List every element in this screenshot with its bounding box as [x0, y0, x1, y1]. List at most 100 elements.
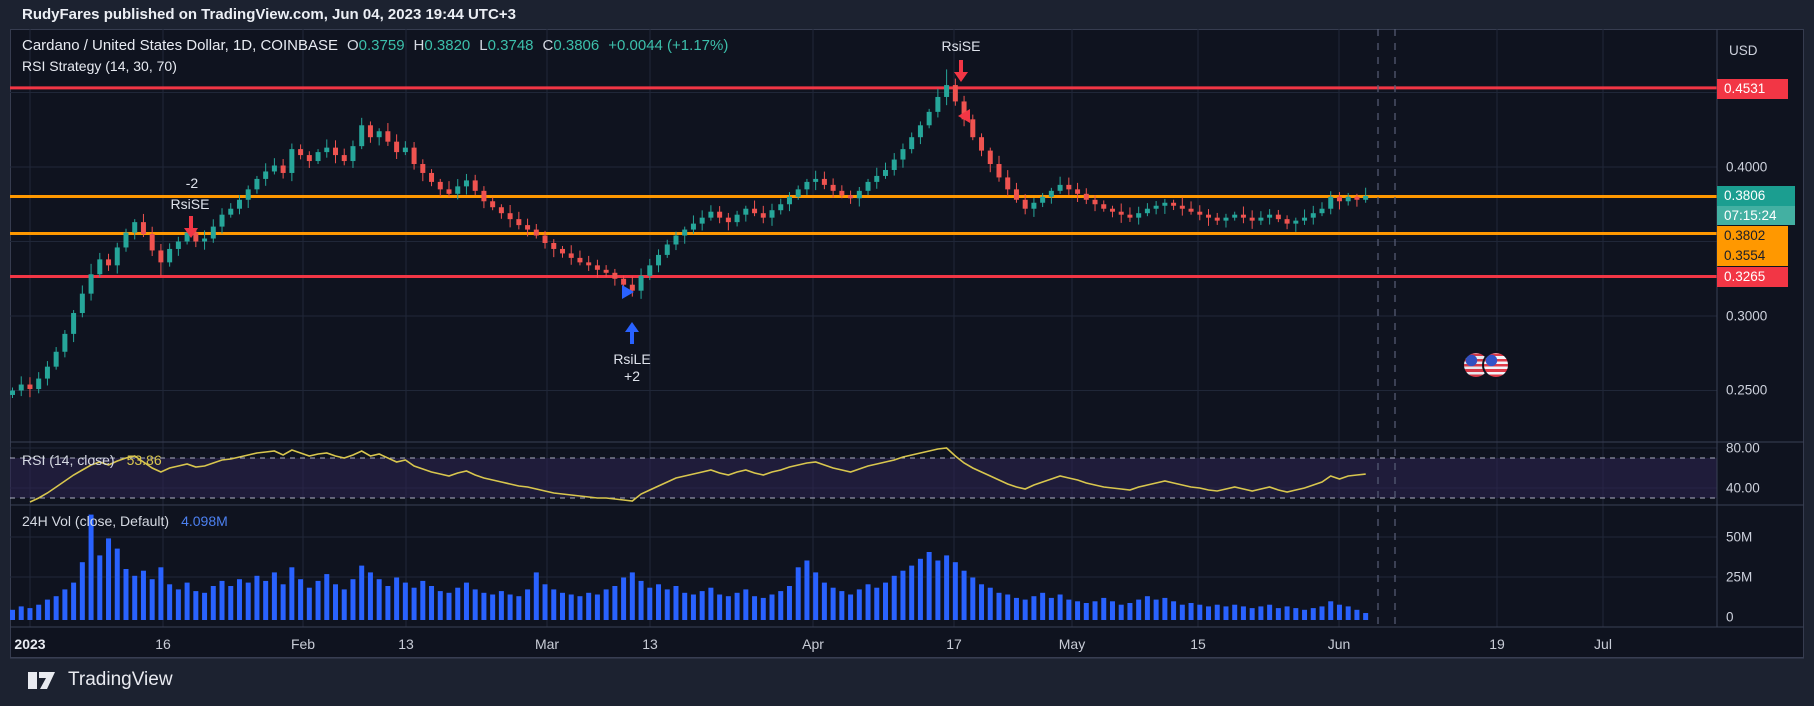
candle-body	[1363, 195, 1369, 200]
volume-bar	[1083, 603, 1089, 620]
volume-bar	[516, 596, 522, 620]
candle-body	[184, 232, 190, 242]
volume-legend[interactable]: 24H Vol (close, Default) 4.098M	[22, 513, 228, 529]
candle-body	[1075, 189, 1081, 194]
volume-bar	[917, 558, 923, 620]
volume-bar	[132, 575, 138, 620]
strategy-level-lines[interactable]	[10, 86, 1717, 279]
volume-bar	[79, 562, 85, 620]
volume-bar	[996, 592, 1002, 620]
candle-body	[1040, 196, 1046, 203]
currency-label[interactable]: USD	[1729, 43, 1758, 58]
volume-bar	[1354, 609, 1360, 620]
time-axis-label: 13	[642, 636, 658, 652]
candle-body	[481, 190, 487, 202]
volume-bar	[708, 587, 714, 620]
candle-body	[821, 178, 827, 185]
ohlc-close: C0.3806	[542, 37, 600, 54]
candle-body	[376, 131, 382, 138]
tradingview-logo-icon	[28, 672, 55, 689]
volume-bar	[935, 560, 941, 620]
candle-body	[1031, 202, 1037, 209]
bar-countdown: 07:15:24	[1717, 206, 1795, 225]
strategy-title[interactable]: RSI Strategy (14, 30, 70)	[22, 58, 177, 74]
volume-bar	[1092, 601, 1098, 620]
volume-bar	[883, 582, 888, 620]
price-change: +0.0044 (+1.17%)	[608, 37, 729, 54]
candle-body	[874, 175, 880, 182]
volume-bar	[289, 567, 295, 620]
candle-body	[542, 235, 548, 243]
volume-bar	[106, 538, 112, 620]
annotation-rsile: RsiLE	[613, 351, 651, 367]
volume-bar	[149, 579, 155, 620]
volume-bar	[472, 589, 478, 620]
volume-bar	[315, 580, 321, 620]
volume-bar	[1162, 597, 1168, 620]
candle-body	[202, 238, 208, 242]
volume-bar	[865, 584, 871, 620]
rsi-band	[10, 458, 1717, 498]
candle-body	[1101, 204, 1107, 209]
candle-body	[490, 201, 496, 208]
volume-bar	[629, 572, 635, 620]
volume-bar	[394, 577, 400, 620]
candle-body	[917, 125, 923, 138]
candle-body	[551, 242, 557, 249]
candle-body	[271, 165, 277, 172]
volume-bar	[594, 594, 600, 620]
volume-bar	[1240, 606, 1246, 620]
time-axis-label: 2023	[14, 636, 46, 652]
volume-bar	[97, 555, 103, 620]
candle-body	[883, 169, 888, 176]
candle-body	[1127, 214, 1133, 218]
volume-bar	[1223, 606, 1229, 620]
candle-body	[865, 181, 871, 191]
volume-bar	[848, 594, 854, 620]
volume-bar	[324, 574, 330, 620]
chart-widget[interactable]	[10, 29, 1804, 658]
vertical-gridlines	[29, 29, 1604, 627]
rsi-value: 53.86	[126, 452, 162, 468]
volume-bar	[1319, 606, 1325, 620]
volume-bar	[1284, 606, 1290, 620]
volume-bar	[944, 555, 950, 620]
candle-body	[586, 262, 592, 266]
candle-body	[848, 195, 854, 199]
volume-bar	[481, 592, 487, 620]
time-axis-label: 16	[155, 636, 171, 652]
candle-body	[193, 232, 199, 242]
volume-bar	[839, 591, 845, 620]
candle-body	[1258, 217, 1264, 221]
volume-bar	[656, 584, 662, 620]
price-axis-label: 25M	[1726, 569, 1753, 585]
tradingview-footer[interactable]: TradingView	[28, 668, 173, 692]
ohlc-high: H0.3820	[413, 37, 471, 54]
publish-banner: RudyFares published on TradingView.com, …	[0, 0, 1814, 29]
candle-body	[1197, 211, 1203, 215]
volume-bar	[743, 589, 749, 620]
volume-bar	[979, 584, 985, 620]
candle-body	[734, 214, 740, 223]
volume-bar	[621, 577, 627, 620]
us-flag-icon[interactable]	[1482, 351, 1510, 379]
volume-bar	[752, 596, 758, 620]
rsi-legend[interactable]: RSI (14, close) 53.86	[22, 452, 162, 468]
candle-body	[1136, 213, 1142, 218]
candle-body	[1171, 202, 1177, 206]
time-axis-label: May	[1058, 636, 1086, 652]
candle-body	[88, 274, 94, 294]
candle-body	[298, 149, 304, 156]
volume-bar	[1302, 609, 1308, 620]
volume-value: 4.098M	[181, 513, 228, 529]
candle-body	[359, 125, 365, 147]
candle-body	[673, 235, 679, 245]
candle-body	[175, 241, 181, 249]
buy-marker-icon	[622, 285, 634, 299]
symbol-title[interactable]: Cardano / United States Dollar, 1D, COIN…	[22, 37, 338, 54]
candle-body	[1336, 196, 1342, 202]
volume-bar	[1040, 592, 1046, 620]
candle-body	[717, 211, 723, 218]
candle-body	[333, 147, 339, 156]
